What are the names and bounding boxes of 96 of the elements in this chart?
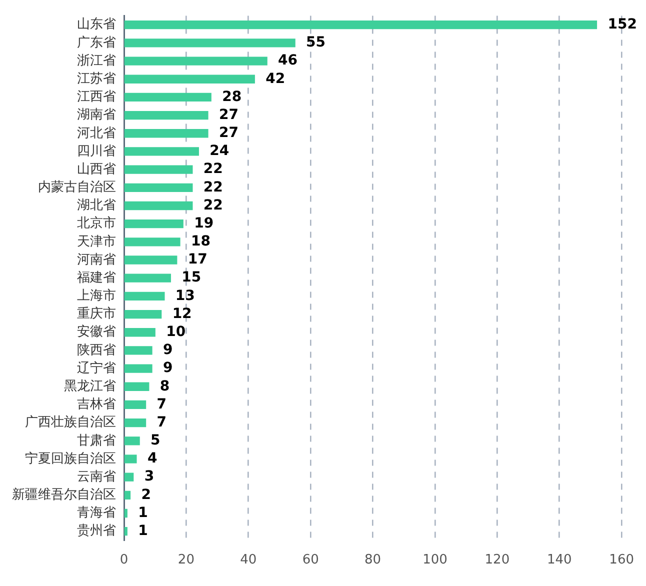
data-label: 1 <box>138 522 148 539</box>
bar <box>124 490 131 500</box>
bar <box>124 274 171 282</box>
data-label: 12 <box>172 306 192 322</box>
y-tick-label: 甘肃省 <box>77 433 116 448</box>
data-label: 10 <box>166 324 186 340</box>
y-tick-label: 江苏省 <box>77 71 116 86</box>
bar <box>124 38 296 48</box>
bar <box>124 110 208 120</box>
data-label: 27 <box>218 106 238 123</box>
y-tick-label: 山西省 <box>77 162 116 177</box>
bar <box>124 165 193 174</box>
x-tick-label: 60 <box>302 552 319 568</box>
data-label: 55 <box>306 34 326 51</box>
y-tick-label: 安徽省 <box>77 324 116 340</box>
y-tick-label: 广西壮族自治区 <box>25 415 116 430</box>
y-tick-label: 贵州省 <box>77 524 116 539</box>
y-tick-label: 天津市 <box>77 234 116 250</box>
bar <box>124 201 193 210</box>
bar <box>124 508 128 518</box>
x-tick-label: 40 <box>240 552 257 568</box>
data-label: 152 <box>608 16 637 32</box>
x-tick-label: 0 <box>120 552 128 568</box>
bar <box>124 364 152 373</box>
y-tick-label: 辽宁省 <box>77 360 116 376</box>
y-tick-label: 福建省 <box>77 270 116 286</box>
data-label: 22 <box>203 179 223 196</box>
data-label: 2 <box>141 486 151 503</box>
bar <box>124 147 199 156</box>
y-tick-label: 青海省 <box>77 506 116 521</box>
bar <box>124 346 152 355</box>
bar <box>124 56 268 66</box>
y-tick-label: 云南省 <box>77 469 116 484</box>
y-tick-label: 上海市 <box>77 288 116 304</box>
y-tick-label: 湖北省 <box>77 198 116 214</box>
data-label: 4 <box>147 450 158 467</box>
y-tick-label: 黑龙江省 <box>64 379 116 394</box>
data-label: 22 <box>203 161 223 178</box>
bar <box>124 238 180 246</box>
bar <box>124 220 184 228</box>
y-tick-label: 内蒙古自治区 <box>38 180 116 196</box>
bar <box>124 129 208 138</box>
x-tick-label: 160 <box>609 552 634 568</box>
x-tick-label: 140 <box>546 552 572 568</box>
data-label: 24 <box>210 143 230 160</box>
bar <box>124 183 193 192</box>
bar <box>124 454 137 464</box>
y-tick-label: 湖南省 <box>77 108 116 123</box>
data-label: 7 <box>156 414 167 430</box>
y-tick-label: 陕西省 <box>77 342 116 358</box>
data-label: 8 <box>160 378 170 394</box>
bar <box>124 400 146 410</box>
data-label: 22 <box>203 197 223 214</box>
y-tick-label: 江西省 <box>77 90 116 105</box>
bar <box>124 256 178 264</box>
x-tick-label: 120 <box>484 552 510 568</box>
data-label: 19 <box>194 215 214 232</box>
data-label: 28 <box>222 88 242 105</box>
bar <box>124 74 255 84</box>
x-tick-label: 100 <box>422 552 448 568</box>
data-label: 17 <box>188 252 208 268</box>
bar <box>124 472 134 482</box>
bar <box>124 418 146 428</box>
data-label: 5 <box>150 432 160 449</box>
y-tick-label: 重庆市 <box>77 306 116 322</box>
y-tick-label: 山东省 <box>77 17 116 32</box>
y-tick-label: 河北省 <box>77 126 116 141</box>
data-label: 18 <box>190 234 210 250</box>
x-tick-label: 80 <box>364 552 382 568</box>
data-label: 9 <box>162 360 173 376</box>
bar <box>124 292 165 301</box>
y-tick-label: 浙江省 <box>77 53 116 68</box>
bar <box>124 310 162 319</box>
data-label: 42 <box>266 70 286 87</box>
data-label: 27 <box>218 125 238 142</box>
x-tick-label: 20 <box>178 552 194 568</box>
y-tick-label: 宁夏回族自治区 <box>25 450 116 466</box>
data-label: 7 <box>156 396 167 412</box>
y-tick-label: 四川省 <box>77 144 116 159</box>
bar <box>124 527 128 536</box>
bar <box>124 328 156 337</box>
data-label: 13 <box>175 288 195 304</box>
data-label: 46 <box>278 52 298 69</box>
bar <box>124 436 140 446</box>
y-tick-label: 吉林省 <box>77 397 116 412</box>
y-tick-label: 新疆维吾尔自治区 <box>12 488 116 503</box>
y-tick-label: 河南省 <box>77 252 116 268</box>
data-label: 1 <box>138 504 148 521</box>
bar <box>124 20 598 30</box>
y-tick-label: 广东省 <box>77 35 116 50</box>
data-label: 9 <box>162 342 173 358</box>
bar <box>124 92 212 102</box>
data-label: 3 <box>144 468 154 485</box>
bar <box>124 382 150 391</box>
data-label: 15 <box>182 270 202 286</box>
y-tick-label: 北京市 <box>77 216 116 232</box>
